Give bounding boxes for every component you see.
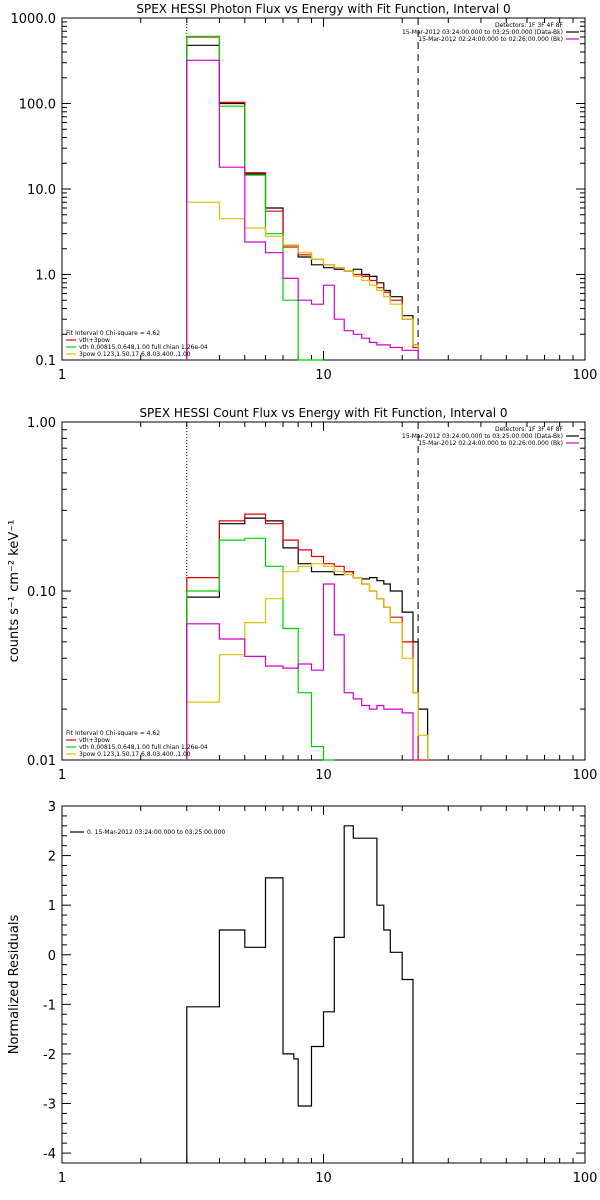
series-vth-3pow: [186, 36, 419, 360]
y-tick-label: 3: [48, 800, 56, 815]
series-3pow: [186, 563, 429, 760]
y-tick-label: 10.0: [27, 183, 56, 198]
y-tick-label: -3: [43, 1098, 56, 1113]
header-line: 15-Mar-2012 02:24:00.000 to 02:26:00.000…: [418, 36, 563, 43]
y-tick-label: 1000.0: [11, 12, 57, 27]
legend-entry: vth 0.00815,0.648,1.00 full chian 1.26e-…: [79, 344, 208, 351]
chart-title: SPEX HESSI Photon Flux vs Energy with Fi…: [136, 2, 510, 16]
y-tick-label: 100.0: [19, 98, 56, 113]
chart-title: SPEX HESSI Count Flux vs Energy with Fit…: [139, 406, 507, 420]
x-tick-label: 10: [315, 768, 332, 783]
plot-frame: [61, 17, 586, 361]
x-tick-label: 10: [315, 368, 332, 383]
header-line: Detectors: 1F 3F 4F 8F: [495, 426, 564, 433]
legend-entry: vth 0.00815,0.648,1.00 full chian 1.26e-…: [79, 744, 208, 751]
legend-entry: vth+3pow: [79, 337, 110, 344]
y-tick-label: 1.00: [27, 416, 56, 431]
series-bk: [186, 59, 419, 360]
y-tick-label: 2: [48, 850, 56, 865]
series-vth: [186, 537, 335, 761]
series-bk: [186, 583, 419, 761]
panel-1: SPEX HESSI Photon Flux vs Energy with Fi…: [11, 2, 598, 383]
series-vth: [186, 35, 324, 361]
y-tick-label: 0: [48, 949, 56, 964]
y-tick-label: 0.10: [27, 585, 56, 600]
panel-3: 1 10 100 -4 -3 -2 -1 0 1 2 3 Normalized Residuals 0.…: [7, 800, 597, 1186]
y-tick-label: -2: [43, 1048, 56, 1063]
panel-2: SPEX HESSI Count Flux vs Energy with Fit…: [7, 406, 597, 783]
legend-entry: vth+3pow: [79, 737, 110, 744]
legend-entry: 0. 15-Mar-2012 03:24:00.000 to 03:25:00.…: [87, 829, 225, 836]
y-tick-label: 1: [48, 899, 56, 914]
legend-entry: 3pow 0.123,1.50,17.6,8.03,400.,1.00: [79, 351, 191, 358]
header-line: 15-Mar-2012 02:24:00.000 to 02:26:00.000…: [418, 440, 563, 447]
y-axis-label: Normalized Residuals: [7, 915, 22, 1055]
header-line: 15-Mar-2012 03:24:00.000 to 03:25:00.000…: [402, 29, 563, 36]
y-axis-label: counts s⁻¹ cm⁻² keV⁻¹: [7, 520, 22, 663]
series-0-15-mar-2012-03-24-00-000-to-03-25-00-000: [186, 825, 414, 1163]
series-vth-3pow: [186, 513, 428, 761]
x-tick-label: 1: [58, 368, 66, 383]
series-3pow: [186, 201, 419, 360]
x-tick-label: 100: [573, 1171, 598, 1186]
y-tick-label: 0.01: [27, 754, 56, 769]
x-tick-label: 100: [573, 768, 598, 783]
plot-frame: [61, 805, 586, 1164]
y-tick-label: 1.0: [35, 269, 56, 284]
header-line: 15-Mar-2012 03:24:00.000 to 03:25:00.000…: [402, 433, 563, 440]
x-tick-label: 1: [58, 768, 66, 783]
legend-entry: 3pow 0.123,1.50,17.6,8.03,400.,1.00: [79, 751, 191, 758]
legend-heading: Fit Interval 0 Chi-square = 4.62: [66, 730, 160, 737]
x-tick-label: 100: [573, 368, 598, 383]
y-tick-label: -1: [43, 998, 56, 1013]
series-data-bk: [186, 44, 419, 360]
y-tick-label: 0.1: [35, 354, 56, 369]
x-tick-label: 1: [58, 1171, 66, 1186]
y-tick-label: -4: [43, 1147, 56, 1162]
x-tick-label: 10: [315, 1171, 332, 1186]
legend-heading: Fit Interval 0 Chi-square = 4.62: [66, 330, 160, 337]
header-line: Detectors: 1F 3F 4F 8F: [495, 22, 564, 29]
